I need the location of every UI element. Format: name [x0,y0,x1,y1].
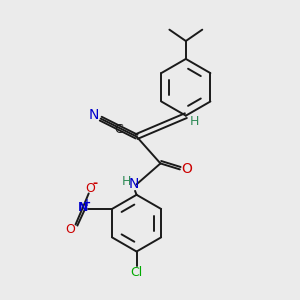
Text: N: N [128,177,139,191]
Text: O: O [65,224,75,236]
Text: +: + [83,198,91,208]
Text: O: O [85,182,95,195]
Text: H: H [122,175,131,188]
Text: Cl: Cl [130,266,143,279]
Text: N: N [77,201,88,214]
Text: O: O [181,162,192,176]
Text: N: N [89,108,99,122]
Text: H: H [190,115,200,128]
Text: C: C [114,123,123,136]
Text: -: - [93,177,98,190]
